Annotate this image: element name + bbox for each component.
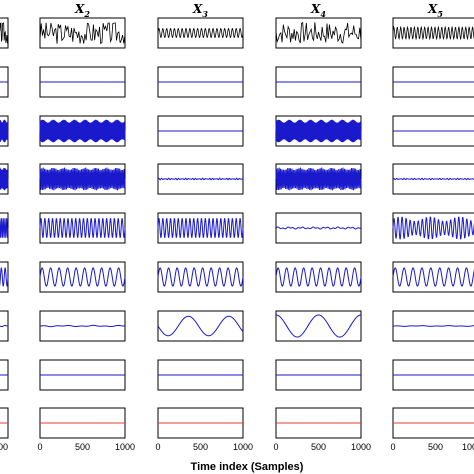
signal-panels <box>39 17 362 439</box>
x-tick-label: 1000 <box>351 442 371 452</box>
x-axis-label: Time index (Samples) <box>191 461 304 473</box>
partial-series-line <box>0 324 9 328</box>
x-tick-label: 0 <box>273 442 278 452</box>
series-line-X2-row7 <box>39 324 126 328</box>
column-title-subscript: 3 <box>202 9 208 19</box>
series-line-X4-row3 <box>275 119 362 143</box>
x-tick-label: 500 <box>193 442 208 452</box>
series-line-X4-row7 <box>275 314 362 338</box>
x-tick-label-partial-left: 1000 <box>0 442 8 452</box>
series-line-X5-row4 <box>392 177 474 181</box>
x-tick-label: 0 <box>390 442 395 452</box>
series-line-X5-row7 <box>392 325 474 327</box>
series-line-X3-row6 <box>157 267 244 287</box>
partial-series-line <box>0 22 9 44</box>
series-line-X3-row1 <box>157 28 244 38</box>
partial-left-column <box>0 17 9 439</box>
series-line-X5-row1 <box>392 25 474 41</box>
series-line-X5-row5 <box>392 216 474 240</box>
column-titles: X2 X3 X4 X5 <box>74 2 443 19</box>
series-line-X5-row6 <box>392 267 474 287</box>
series-line-X2-row1 <box>39 22 126 45</box>
partial-series-line <box>0 119 9 143</box>
series-line-X3-row7 <box>157 315 244 337</box>
column-title-subscript: 5 <box>437 9 443 19</box>
series-line-X4-row1 <box>275 21 362 44</box>
column-title: X3 <box>192 2 208 19</box>
x-tick-label: 1000 <box>233 442 253 452</box>
series-line-X2-row5 <box>39 218 126 238</box>
series-line-X2-row4 <box>39 167 126 191</box>
series-line-X4-row4 <box>275 167 362 191</box>
series-line-X2-row3 <box>39 119 126 143</box>
x-tick-label: 500 <box>75 442 90 452</box>
panel-frame <box>275 310 362 342</box>
x-tick-label: 0 <box>155 442 160 452</box>
partial-series-line <box>0 167 9 191</box>
partial-right-column <box>392 17 474 439</box>
series-line-X4-row6 <box>275 267 362 287</box>
partial-series-line <box>0 218 9 238</box>
x-tick-label: 0 <box>37 442 42 452</box>
series-line-X4-row5 <box>275 226 362 230</box>
partial-series-line <box>0 267 9 287</box>
panel-frame <box>157 310 244 342</box>
series-line-X3-row5 <box>157 218 244 238</box>
column-title-subscript: 4 <box>320 9 326 19</box>
x-tick-label: 500 <box>311 442 326 452</box>
column-title-subscript: 2 <box>83 9 90 19</box>
column-title: X2 <box>74 2 90 19</box>
x-tick-labels: 0 500 1000 0 500 1000 0 500 1000 0 500 100 1000 <box>0 442 474 452</box>
column-title: X5 <box>427 2 443 19</box>
x-tick-label: 1000 <box>115 442 135 452</box>
x-tick-label-partial-right: 100 <box>462 442 474 452</box>
x-tick-label: 500 <box>428 442 443 452</box>
series-line-X3-row4 <box>157 177 244 181</box>
column-title: X4 <box>310 2 326 19</box>
series-line-X2-row6 <box>39 267 126 287</box>
